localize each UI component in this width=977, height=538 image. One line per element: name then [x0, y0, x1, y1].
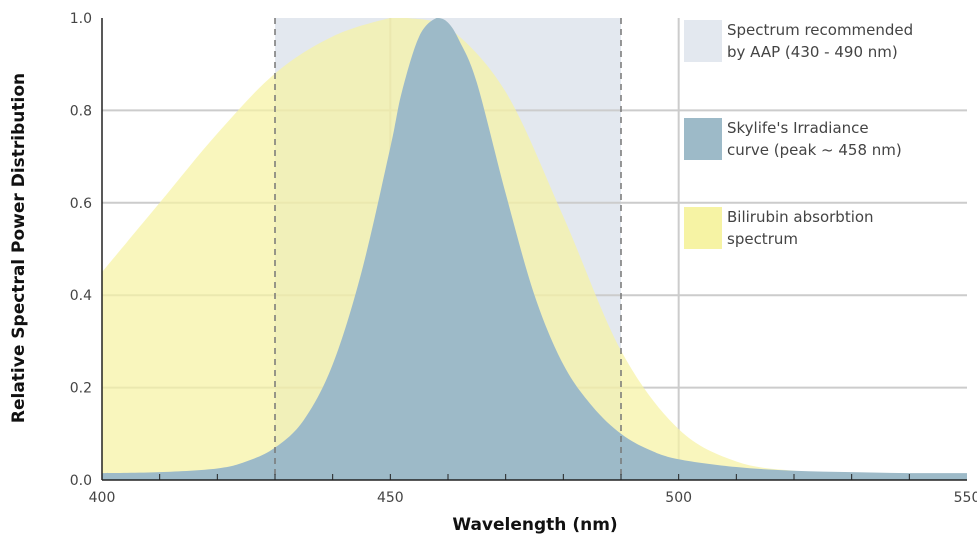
y-tick-label: 0.2 — [70, 381, 92, 397]
skylife-area — [102, 18, 967, 480]
legend-aap-label: by AAP (430 - 490 nm) — [727, 43, 898, 61]
legend-skylife-label: curve (peak ~ 458 nm) — [727, 141, 902, 159]
legend-bilirubin-label: Bilirubin absorbtion — [727, 208, 874, 226]
x-tick-label: 550 — [954, 490, 977, 506]
legend-skylife-swatch — [684, 118, 722, 160]
bilirubin-area — [102, 18, 967, 480]
legend-bilirubin-label: spectrum — [727, 230, 798, 248]
legend-aap-swatch — [684, 20, 722, 62]
legend-aap-label: Spectrum recommended — [727, 21, 913, 39]
y-tick-label: 0.4 — [70, 288, 92, 304]
y-tick-label: 0.8 — [70, 103, 92, 119]
y-axis-title: Relative Spectral Power Distribution — [9, 73, 29, 423]
x-tick-label: 500 — [665, 490, 692, 506]
y-tick-label: 0.0 — [70, 473, 92, 489]
legend-skylife-label: Skylife's Irradiance — [727, 119, 869, 137]
x-axis-title: Wavelength (nm) — [452, 515, 617, 535]
legend-bilirubin-swatch — [684, 207, 722, 249]
x-tick-label: 400 — [89, 490, 116, 506]
y-tick-label: 0.6 — [70, 196, 92, 212]
x-tick-label: 450 — [377, 490, 404, 506]
y-tick-label: 1.0 — [70, 11, 92, 27]
